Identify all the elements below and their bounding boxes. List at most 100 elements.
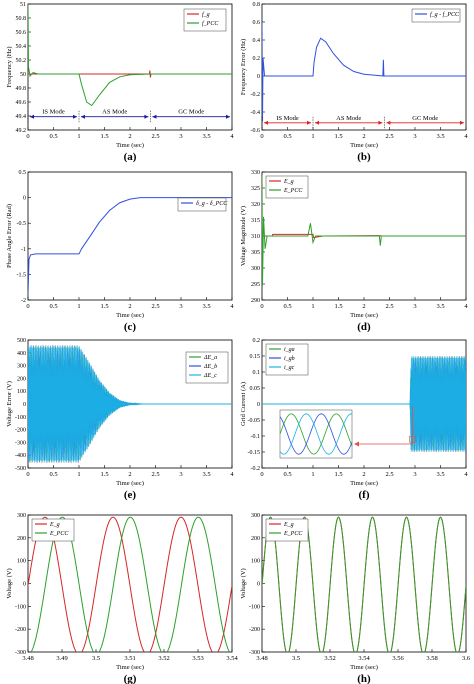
y-axis-label: Voltage Magnitude (V): [240, 206, 247, 266]
legend-entry: E_PCC: [283, 531, 303, 537]
x-tick-label: 3.5: [436, 303, 444, 310]
y-tick-label: -300: [15, 650, 26, 656]
y-tick-label: -100: [15, 604, 26, 610]
plot-content: [28, 345, 232, 463]
y-tick-label: 0.4: [253, 38, 261, 44]
x-tick-label: 3.48: [256, 655, 267, 662]
panel-d: 0 0.5 1 1.5 2 2.5 3 3.5 4 290 295 300 305 310 315 320 32…: [240, 170, 468, 333]
x-tick-label: 3: [179, 471, 182, 478]
y-tick-label: -0.15: [248, 450, 261, 456]
y-axis-label: Voltage (V): [240, 568, 247, 598]
y-tick-label: -500: [15, 466, 26, 472]
legend-entry: f_g: [202, 11, 210, 18]
mode-label: GC Mode: [178, 109, 204, 116]
x-tick-label: 1.5: [100, 303, 108, 310]
legend-entry: E_g: [49, 522, 60, 528]
x-tick-label: 3.5: [202, 303, 210, 310]
y-tick-label: 0.5: [19, 170, 27, 176]
x-tick-label: 1: [311, 471, 314, 478]
y-tick-label: 50: [20, 72, 26, 78]
series-line-eg: [28, 516, 232, 652]
oscillation-band: [262, 357, 466, 451]
y-tick-label: 200: [17, 536, 26, 542]
plot-area: [261, 3, 467, 131]
legend-box: [177, 197, 227, 212]
x-tick-label: 3: [413, 471, 416, 478]
x-tick-label: 2.5: [385, 471, 393, 478]
y-tick-label: 49.2: [16, 128, 27, 134]
y-tick-label: 0.2: [253, 338, 261, 344]
series-line-epcc: [30, 516, 231, 652]
x-tick-label: 3.52: [324, 655, 335, 662]
x-tick-label: 1: [311, 133, 314, 140]
zoom-marker: [409, 435, 416, 443]
panel-caption: (f): [359, 489, 370, 501]
inset-pointer: [356, 405, 413, 445]
panel-e: 0 0.5 1 1.5 2 2.5 3 3.5 4 -500 -400 -300 -200 -100 0 10…: [6, 338, 234, 501]
y-tick-label: 51: [20, 2, 26, 8]
x-axis-label: Time (sec): [350, 142, 378, 149]
legend-entry: E_g: [283, 179, 294, 185]
y-tick-label: -1: [21, 247, 26, 253]
y-tick-label: 50.8: [16, 16, 27, 22]
x-tick-label: 2: [128, 133, 131, 140]
x-tick-label: 1: [77, 133, 80, 140]
mode-arrowhead: [226, 114, 230, 119]
x-tick-label: 2: [362, 133, 365, 140]
y-tick-label: 310: [251, 234, 260, 240]
legend-entry: i_gb: [284, 356, 295, 362]
x-tick-label: 1.5: [334, 471, 342, 478]
legend: f_g f_PCC: [183, 8, 227, 32]
x-tick-label: 3.48: [22, 655, 33, 662]
y-tick-label: 500: [17, 338, 26, 344]
mode-arrowhead: [307, 120, 311, 125]
legend-entry: δ_g - δ_PCC: [196, 201, 228, 207]
y-tick-label: -300: [249, 650, 260, 656]
y-tick-label: 100: [17, 559, 26, 565]
y-tick-label: 200: [251, 536, 260, 542]
series-line-epcc: [262, 175, 466, 285]
y-tick-label: 300: [251, 513, 260, 519]
x-axis-label: Time (sec): [350, 312, 378, 319]
x-tick-label: 3.54: [358, 655, 370, 662]
y-tick-label: 0: [23, 196, 26, 202]
x-tick-label: 3.49: [56, 655, 67, 662]
x-tick-label: 1.5: [100, 471, 108, 478]
y-tick-label: 49.6: [16, 100, 27, 106]
series-line-fgfpcc: [262, 21, 466, 122]
y-tick-label: -0.2: [251, 466, 261, 472]
y-tick-label: -0.2: [251, 92, 261, 98]
y-tick-label: 0: [23, 402, 26, 408]
legend-entry: E_g: [283, 522, 294, 528]
x-tick-label: 2: [362, 303, 365, 310]
mode-arrowhead: [30, 114, 34, 119]
x-tick-label: 3.54: [226, 655, 238, 662]
series-line-fpcc: [28, 4, 232, 107]
y-tick-label: 400: [17, 351, 26, 357]
x-tick-label: 3.56: [392, 655, 404, 662]
plot-content: [28, 516, 232, 652]
y-tick-label: 0: [257, 74, 260, 80]
y-tick-label: -200: [249, 627, 260, 633]
x-tick-label: 4: [230, 133, 234, 140]
legend-box: [411, 8, 461, 23]
panel-h: 3.48 3.5 3.52 3.54 3.56 3.58 3.6 -300 -200 -100 0 1…: [240, 513, 471, 684]
x-tick-label: 0: [260, 133, 263, 140]
legend-entry: i_ga: [284, 347, 295, 353]
y-tick-label: 0: [257, 402, 260, 408]
x-tick-label: 0: [26, 303, 29, 310]
x-tick-label: 2.5: [151, 133, 159, 140]
plot-content: [262, 356, 466, 452]
x-axis-label: Time (sec): [116, 312, 144, 319]
x-tick-label: 4: [464, 303, 468, 310]
mode-label: GC Mode: [412, 115, 438, 122]
y-axis-label: Frequency Error (Hz): [240, 39, 247, 95]
x-tick-label: 0: [260, 471, 263, 478]
mode-arrowhead: [460, 120, 464, 125]
y-axis-label: Voltage Error (V): [6, 381, 13, 427]
y-tick-label: 49.4: [16, 114, 27, 120]
x-tick-label: 4: [464, 133, 468, 140]
y-tick-label: 50.6: [16, 30, 27, 36]
x-tick-label: 1.5: [334, 303, 342, 310]
x-tick-label: 1.5: [100, 133, 108, 140]
